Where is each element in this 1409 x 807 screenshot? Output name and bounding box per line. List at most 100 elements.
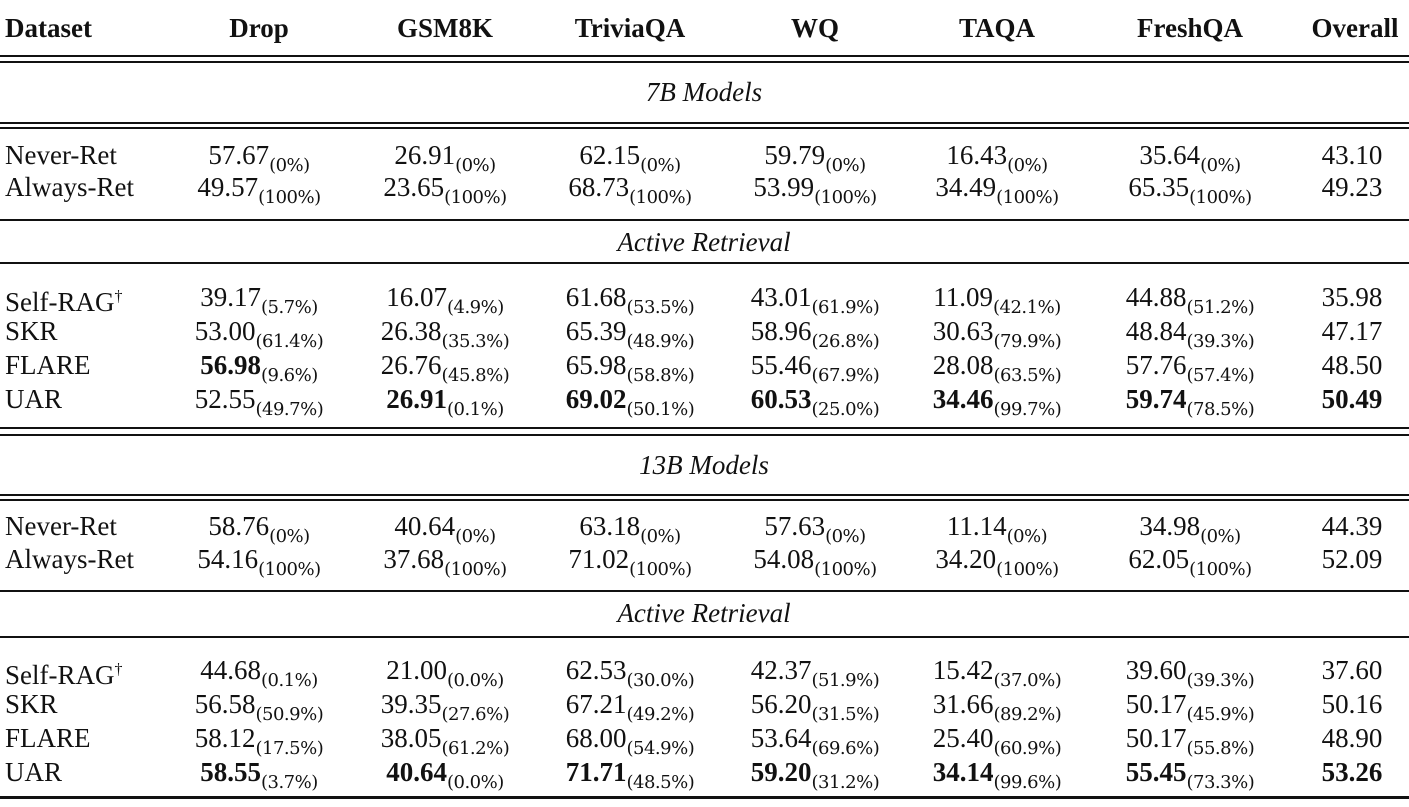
retrieval-percent: (0%) bbox=[640, 155, 681, 176]
retrieval-percent: (39.3%) bbox=[1186, 670, 1255, 691]
score-cell: 48.84(39.3%) bbox=[1125, 316, 1255, 352]
overall-score: 52.09 bbox=[1321, 544, 1383, 574]
score-cell: 44.88(51.2%) bbox=[1126, 282, 1255, 318]
score-value: 59.74 bbox=[1125, 384, 1187, 414]
retrieval-percent: (58.8%) bbox=[626, 365, 695, 386]
score-cell: 58.12(17.5%) bbox=[194, 723, 324, 759]
method-name: Always-Ret bbox=[5, 172, 134, 202]
score-cell: 59.79(0%) bbox=[764, 140, 866, 176]
score-cell: 37.68(100%) bbox=[383, 544, 507, 580]
retrieval-percent: (0%) bbox=[1200, 155, 1241, 176]
score-cell: 39.60(39.3%) bbox=[1126, 655, 1255, 691]
score-value: 16.43 bbox=[946, 140, 1008, 170]
score-cell: 35.64(0%) bbox=[1139, 140, 1241, 176]
score-cell: 43.01(61.9%) bbox=[750, 282, 880, 318]
score-cell: 68.00(54.9%) bbox=[566, 723, 695, 759]
score-cell: 71.02(100%) bbox=[568, 544, 692, 580]
column-header: WQ bbox=[790, 13, 840, 43]
score-value: 40.64 bbox=[394, 511, 456, 541]
section-heading: 13B Models bbox=[639, 450, 769, 480]
score-cell: 57.63(0%) bbox=[764, 511, 866, 547]
column-header: Drop bbox=[229, 13, 289, 43]
score-cell: 40.64(0%) bbox=[394, 511, 496, 547]
score-value: 30.63 bbox=[932, 316, 994, 346]
retrieval-percent: (39.3%) bbox=[1186, 331, 1255, 352]
overall-score: 49.23 bbox=[1321, 172, 1383, 202]
score-cell: 62.15(0%) bbox=[579, 140, 681, 176]
overall-score: 35.98 bbox=[1321, 282, 1383, 312]
overall-score: 48.90 bbox=[1321, 723, 1383, 753]
method-label: Self-RAG bbox=[5, 660, 115, 690]
score-value: 34.98 bbox=[1139, 511, 1201, 541]
retrieval-percent: (51.9%) bbox=[811, 670, 880, 691]
score-value: 34.49 bbox=[935, 172, 997, 202]
retrieval-percent: (100%) bbox=[1189, 559, 1252, 580]
score-value: 68.73 bbox=[568, 172, 630, 202]
retrieval-percent: (26.8%) bbox=[811, 331, 880, 352]
score-cell: 50.17(45.9%) bbox=[1126, 689, 1255, 725]
score-value: 34.14 bbox=[932, 757, 994, 787]
retrieval-percent: (48.9%) bbox=[626, 331, 695, 352]
retrieval-percent: (0%) bbox=[269, 155, 310, 176]
table-rule bbox=[0, 499, 1409, 501]
score-value: 69.02 bbox=[565, 384, 627, 414]
retrieval-percent: (100%) bbox=[1189, 187, 1252, 208]
method-label: Always-Ret bbox=[5, 172, 134, 202]
score-cell: 55.45(73.3%) bbox=[1126, 757, 1255, 793]
score-value: 53.99 bbox=[753, 172, 815, 202]
method-label: SKR bbox=[5, 689, 58, 719]
overall-score: 50.16 bbox=[1321, 689, 1383, 719]
score-cell: 61.68(53.5%) bbox=[565, 282, 695, 318]
score-cell: 50.17(55.8%) bbox=[1126, 723, 1255, 759]
retrieval-percent: (99.7%) bbox=[993, 399, 1062, 420]
retrieval-percent: (0.1%) bbox=[446, 399, 504, 420]
score-value: 57.63 bbox=[764, 511, 826, 541]
score-cell: 58.55(3.7%) bbox=[200, 757, 318, 793]
score-value: 26.38 bbox=[380, 316, 442, 346]
column-header: TAQA bbox=[958, 13, 1036, 43]
retrieval-percent: (0%) bbox=[825, 526, 866, 547]
retrieval-percent: (0%) bbox=[455, 155, 496, 176]
method-name: UAR bbox=[5, 757, 62, 787]
retrieval-percent: (78.5%) bbox=[1186, 399, 1255, 420]
score-value: 26.91 bbox=[386, 384, 447, 414]
retrieval-percent: (49.7%) bbox=[255, 399, 324, 420]
retrieval-percent: (0%) bbox=[269, 526, 310, 547]
table-rule bbox=[0, 636, 1409, 638]
score-cell: 53.99(100%) bbox=[753, 172, 877, 208]
overall-score: 43.10 bbox=[1321, 140, 1383, 170]
score-value: 48.84 bbox=[1125, 316, 1187, 346]
method-name: SKR bbox=[5, 316, 58, 346]
score-value: 15.42 bbox=[932, 655, 994, 685]
column-header: FreshQA bbox=[1137, 13, 1243, 43]
score-cell: 57.76(57.4%) bbox=[1126, 350, 1255, 386]
score-value: 25.40 bbox=[932, 723, 994, 753]
score-value: 61.68 bbox=[565, 282, 627, 312]
score-cell: 34.49(100%) bbox=[935, 172, 1059, 208]
retrieval-percent: (63.5%) bbox=[993, 365, 1062, 386]
method-name: Always-Ret bbox=[5, 544, 134, 574]
table-rule bbox=[0, 122, 1409, 124]
score-value: 49.57 bbox=[197, 172, 259, 202]
score-cell: 11.14(0%) bbox=[946, 511, 1048, 547]
score-value: 65.98 bbox=[565, 350, 627, 380]
table-rule bbox=[0, 55, 1409, 57]
table-rule bbox=[0, 427, 1409, 429]
score-cell: 65.98(58.8%) bbox=[565, 350, 695, 386]
overall-score: 44.39 bbox=[1321, 511, 1383, 541]
method-name: FLARE bbox=[5, 723, 91, 753]
retrieval-percent: (0%) bbox=[825, 155, 866, 176]
score-value: 53.64 bbox=[750, 723, 812, 753]
score-value: 11.14 bbox=[946, 511, 1007, 541]
score-value: 58.12 bbox=[194, 723, 256, 753]
score-cell: 62.53(30.0%) bbox=[566, 655, 695, 691]
score-value: 44.68 bbox=[200, 655, 261, 685]
retrieval-percent: (0%) bbox=[1007, 155, 1048, 176]
score-cell: 11.09(42.1%) bbox=[933, 282, 1061, 318]
score-cell: 55.46(67.9%) bbox=[750, 350, 880, 386]
score-value: 43.01 bbox=[750, 282, 812, 312]
retrieval-percent: (57.4%) bbox=[1186, 365, 1255, 386]
score-value: 55.46 bbox=[750, 350, 812, 380]
score-value: 31.66 bbox=[932, 689, 994, 719]
score-value: 11.09 bbox=[933, 282, 994, 312]
